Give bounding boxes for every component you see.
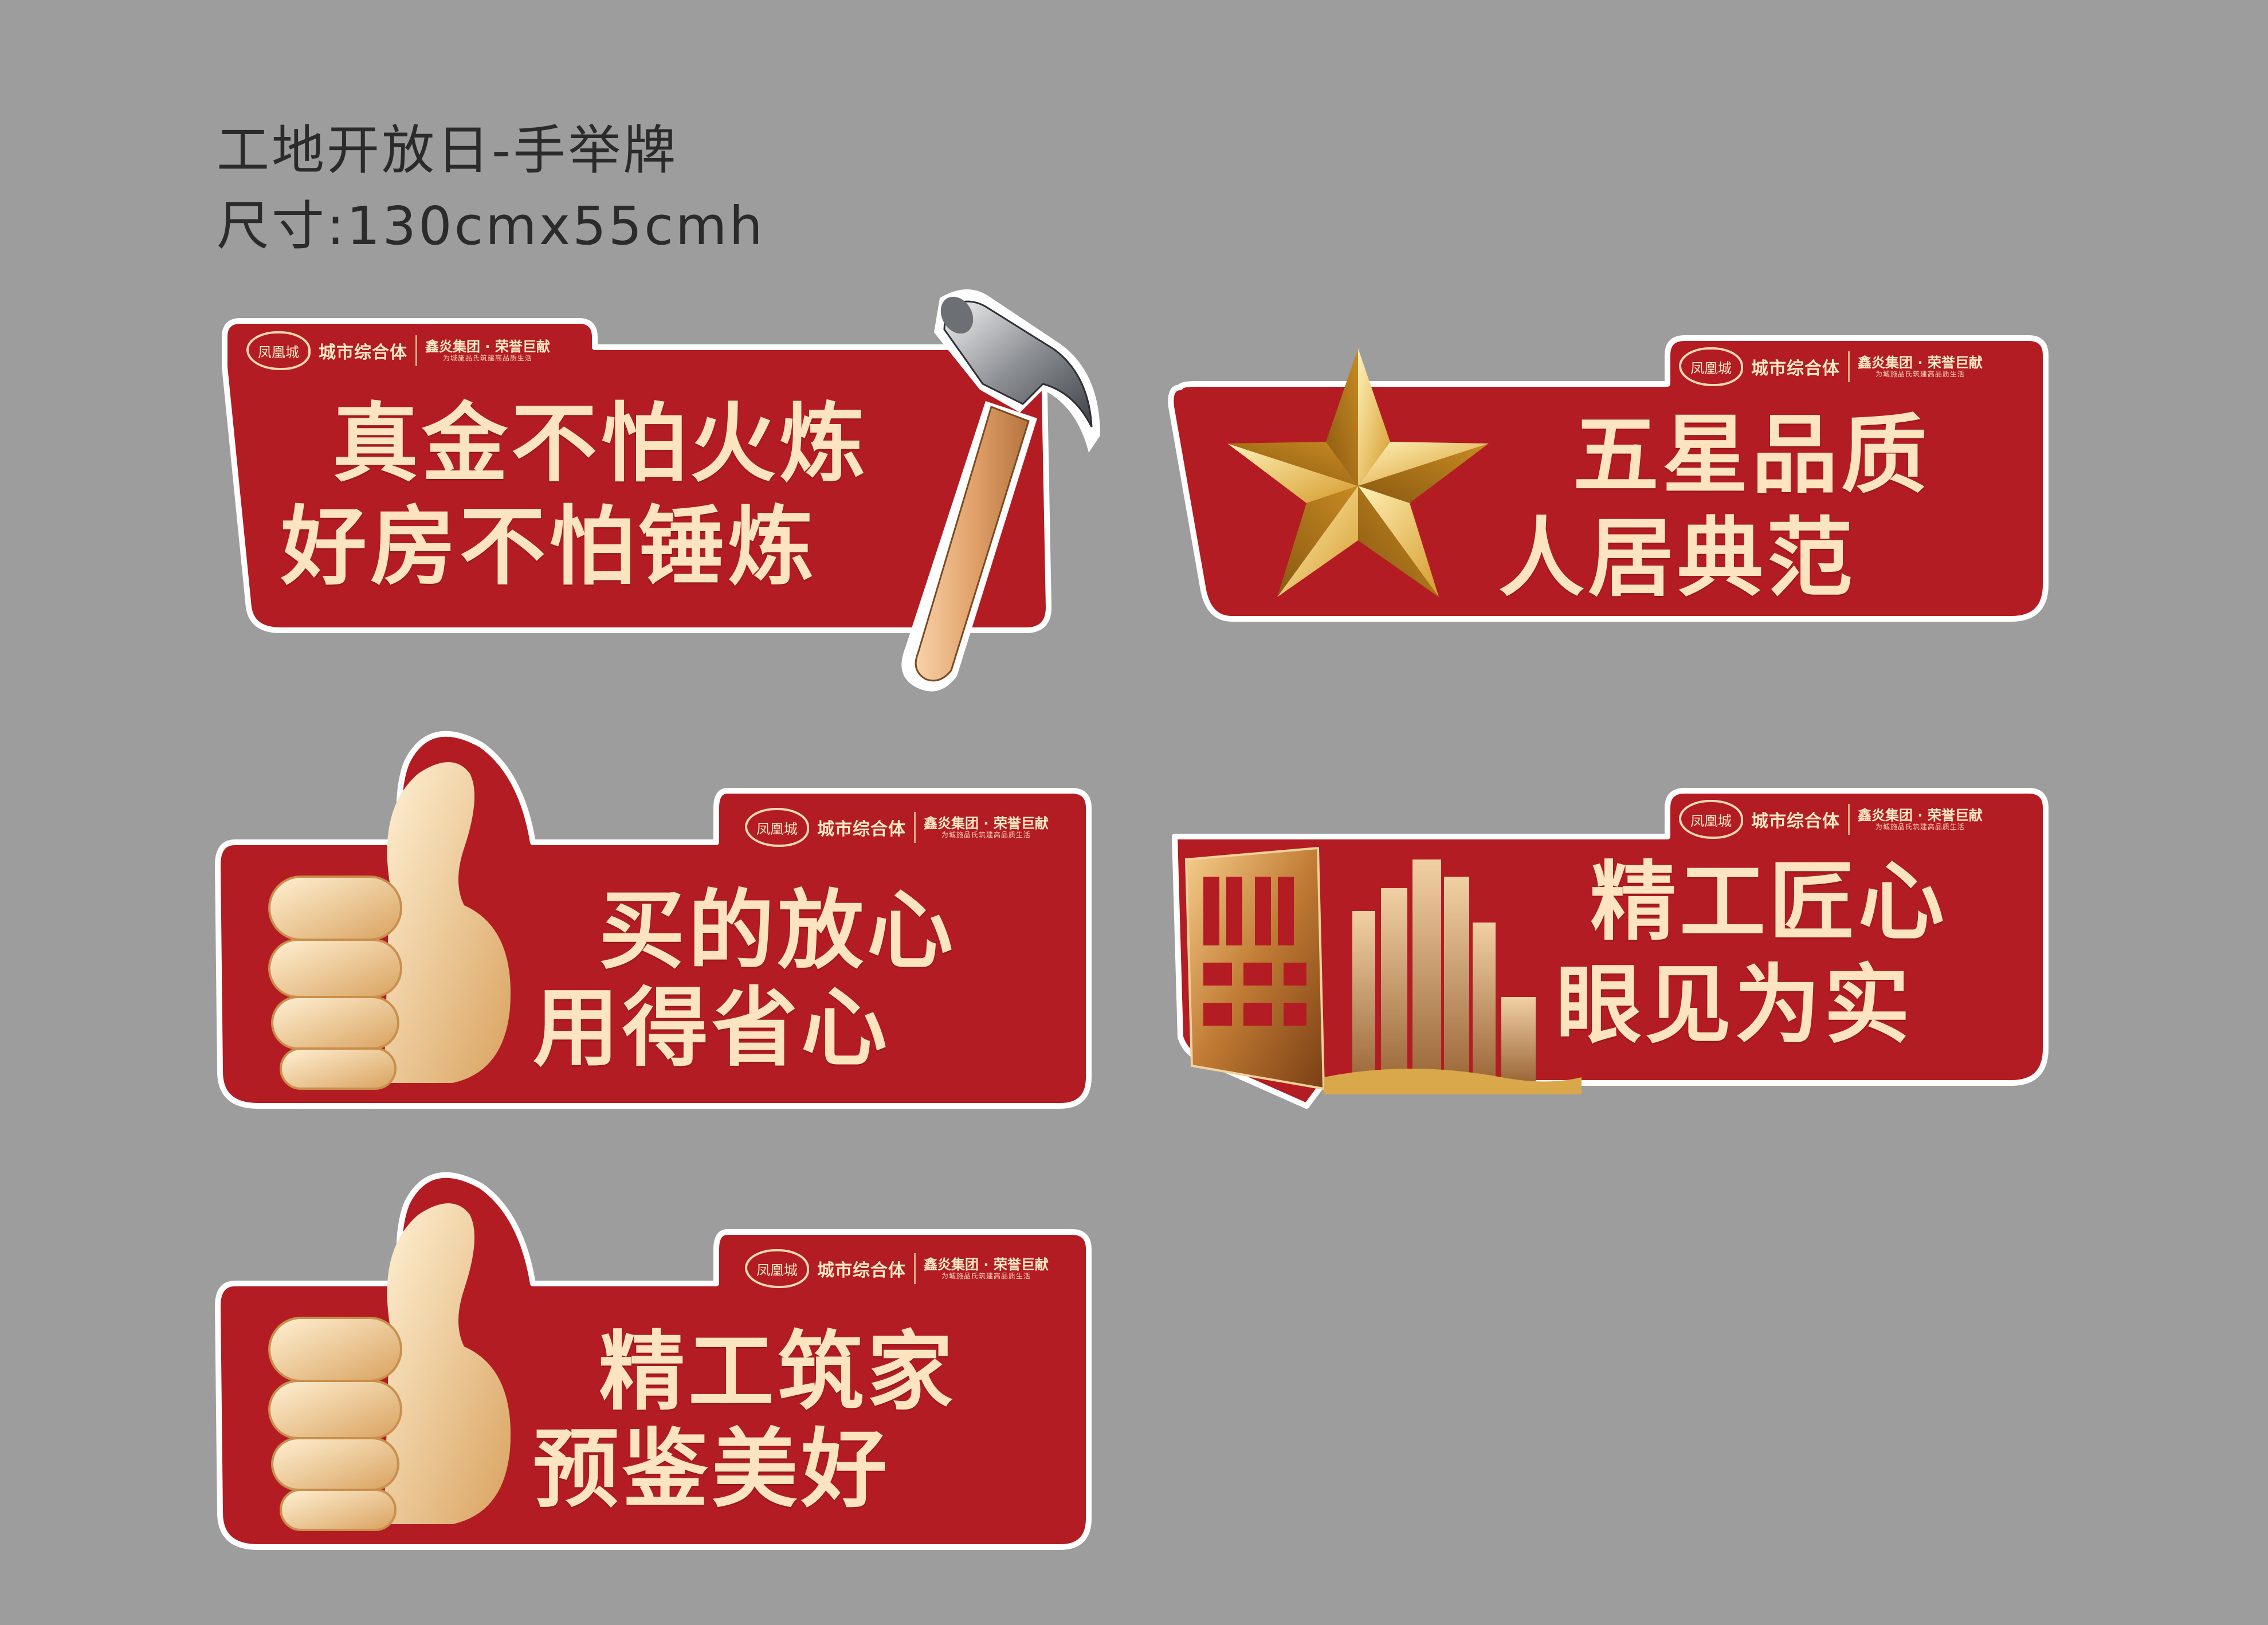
logo-name: 城市综合体 bbox=[319, 343, 407, 363]
seal-logo-icon: 凤凰城 bbox=[745, 808, 809, 847]
group-name: 鑫炎集团 · 荣誉巨献 bbox=[1858, 807, 1983, 824]
seal-logo-icon: 凤凰城 bbox=[745, 1249, 809, 1288]
logo-group: 鑫炎集团 · 荣誉巨献 为城施品氏筑建高品质生活 bbox=[1858, 355, 1983, 378]
thumbs-up-icon bbox=[268, 762, 511, 1090]
logo-group: 鑫炎集团 · 荣誉巨献 为城施品氏筑建高品质生活 bbox=[1858, 808, 1983, 831]
brand-logo: 凤凰城 城市综合体 鑫炎集团 · 荣誉巨献 为城施品氏筑建高品质生活 bbox=[1679, 347, 1983, 386]
sign-2-line-2: 人居典范 bbox=[1498, 509, 1857, 609]
sign-4-line-2: 眼见为实 bbox=[1556, 956, 1914, 1055]
page-title: 工地开放日-手举牌 bbox=[217, 120, 678, 181]
hand-sign-4: 凤凰城 城市综合体 鑫炎集团 · 荣誉巨献 为城施品氏筑建高品质生活 精工匠心 … bbox=[1163, 774, 2057, 1117]
hand-sign-3: 凤凰城 城市综合体 鑫炎集团 · 荣誉巨献 为城施品氏筑建高品质生活 买的放心 … bbox=[212, 728, 1106, 1117]
brand-logo: 凤凰城 城市综合体 鑫炎集团 · 荣誉巨献 为城施品氏筑建高品质生活 bbox=[745, 1249, 1049, 1288]
group-name: 鑫炎集团 · 荣誉巨献 bbox=[924, 815, 1049, 832]
sign-3-line-2: 用得省心 bbox=[533, 979, 891, 1078]
logo-divider bbox=[914, 1253, 916, 1284]
logo-group: 鑫炎集团 · 荣誉巨献 为城施品氏筑建高品质生活 bbox=[425, 339, 550, 362]
seal-logo-icon: 凤凰城 bbox=[1679, 347, 1743, 386]
group-tagline: 为城施品氏筑建高品质生活 bbox=[1875, 370, 1965, 378]
group-tagline: 为城施品氏筑建高品质生活 bbox=[442, 354, 532, 362]
seal-logo-icon: 凤凰城 bbox=[1679, 800, 1743, 839]
sign-1-line-2: 好房不怕锤炼 bbox=[281, 497, 818, 597]
hand-sign-5: 凤凰城 城市综合体 鑫炎集团 · 荣誉巨献 为城施品氏筑建高品质生活 精工筑家 … bbox=[212, 1169, 1106, 1559]
seal-logo-icon: 凤凰城 bbox=[246, 331, 311, 370]
gold-star-icon bbox=[1227, 348, 1489, 597]
logo-name: 城市综合体 bbox=[1751, 811, 1840, 831]
city-buildings-icon bbox=[1184, 846, 1582, 1094]
hand-sign-2: 凤凰城 城市综合体 鑫炎集团 · 荣誉巨献 为城施品氏筑建高品质生活 五星品质 … bbox=[1163, 321, 2057, 653]
sign-5-line-2: 预鉴美好 bbox=[533, 1420, 891, 1520]
group-name: 鑫炎集团 · 荣誉巨献 bbox=[1858, 355, 1983, 371]
hand-sign-1: 凤凰城 城市综合体 鑫炎集团 · 荣誉巨献 为城施品氏筑建高品质生活 真金不怕火… bbox=[212, 286, 1106, 692]
logo-divider bbox=[1848, 351, 1850, 382]
size-spec: 尺寸:130cmx55cmh bbox=[217, 195, 765, 257]
sign-2-line-1: 五星品质 bbox=[1573, 406, 1931, 505]
brand-logo: 凤凰城 城市综合体 鑫炎集团 · 荣誉巨献 为城施品氏筑建高品质生活 bbox=[246, 331, 550, 370]
hammer-icon bbox=[901, 289, 1100, 692]
logo-group: 鑫炎集团 · 荣誉巨献 为城施品氏筑建高品质生活 bbox=[924, 816, 1049, 839]
sign-3-line-1: 买的放心 bbox=[599, 881, 957, 981]
group-tagline: 为城施品氏筑建高品质生活 bbox=[941, 1271, 1031, 1280]
logo-name: 城市综合体 bbox=[817, 819, 906, 839]
sign-1-line-1: 真金不怕火炼 bbox=[332, 394, 869, 494]
logo-name: 城市综合体 bbox=[817, 1261, 906, 1281]
thumbs-up-icon bbox=[268, 1203, 511, 1531]
group-tagline: 为城施品氏筑建高品质生活 bbox=[941, 830, 1031, 839]
logo-name: 城市综合体 bbox=[1751, 359, 1840, 379]
group-tagline: 为城施品氏筑建高品质生活 bbox=[1875, 822, 1965, 831]
sign-5-line-1: 精工筑家 bbox=[599, 1322, 957, 1422]
group-name: 鑫炎集团 · 荣誉巨献 bbox=[425, 339, 550, 355]
logo-divider bbox=[1848, 804, 1850, 835]
logo-divider bbox=[914, 812, 916, 843]
sign-4-line-1: 精工匠心 bbox=[1590, 853, 1948, 952]
group-name: 鑫炎集团 · 荣誉巨献 bbox=[924, 1257, 1049, 1273]
logo-group: 鑫炎集团 · 荣誉巨献 为城施品氏筑建高品质生活 bbox=[924, 1257, 1049, 1280]
logo-divider bbox=[415, 335, 417, 366]
brand-logo: 凤凰城 城市综合体 鑫炎集团 · 荣誉巨献 为城施品氏筑建高品质生活 bbox=[745, 808, 1049, 847]
brand-logo: 凤凰城 城市综合体 鑫炎集团 · 荣誉巨献 为城施品氏筑建高品质生活 bbox=[1679, 800, 1983, 839]
